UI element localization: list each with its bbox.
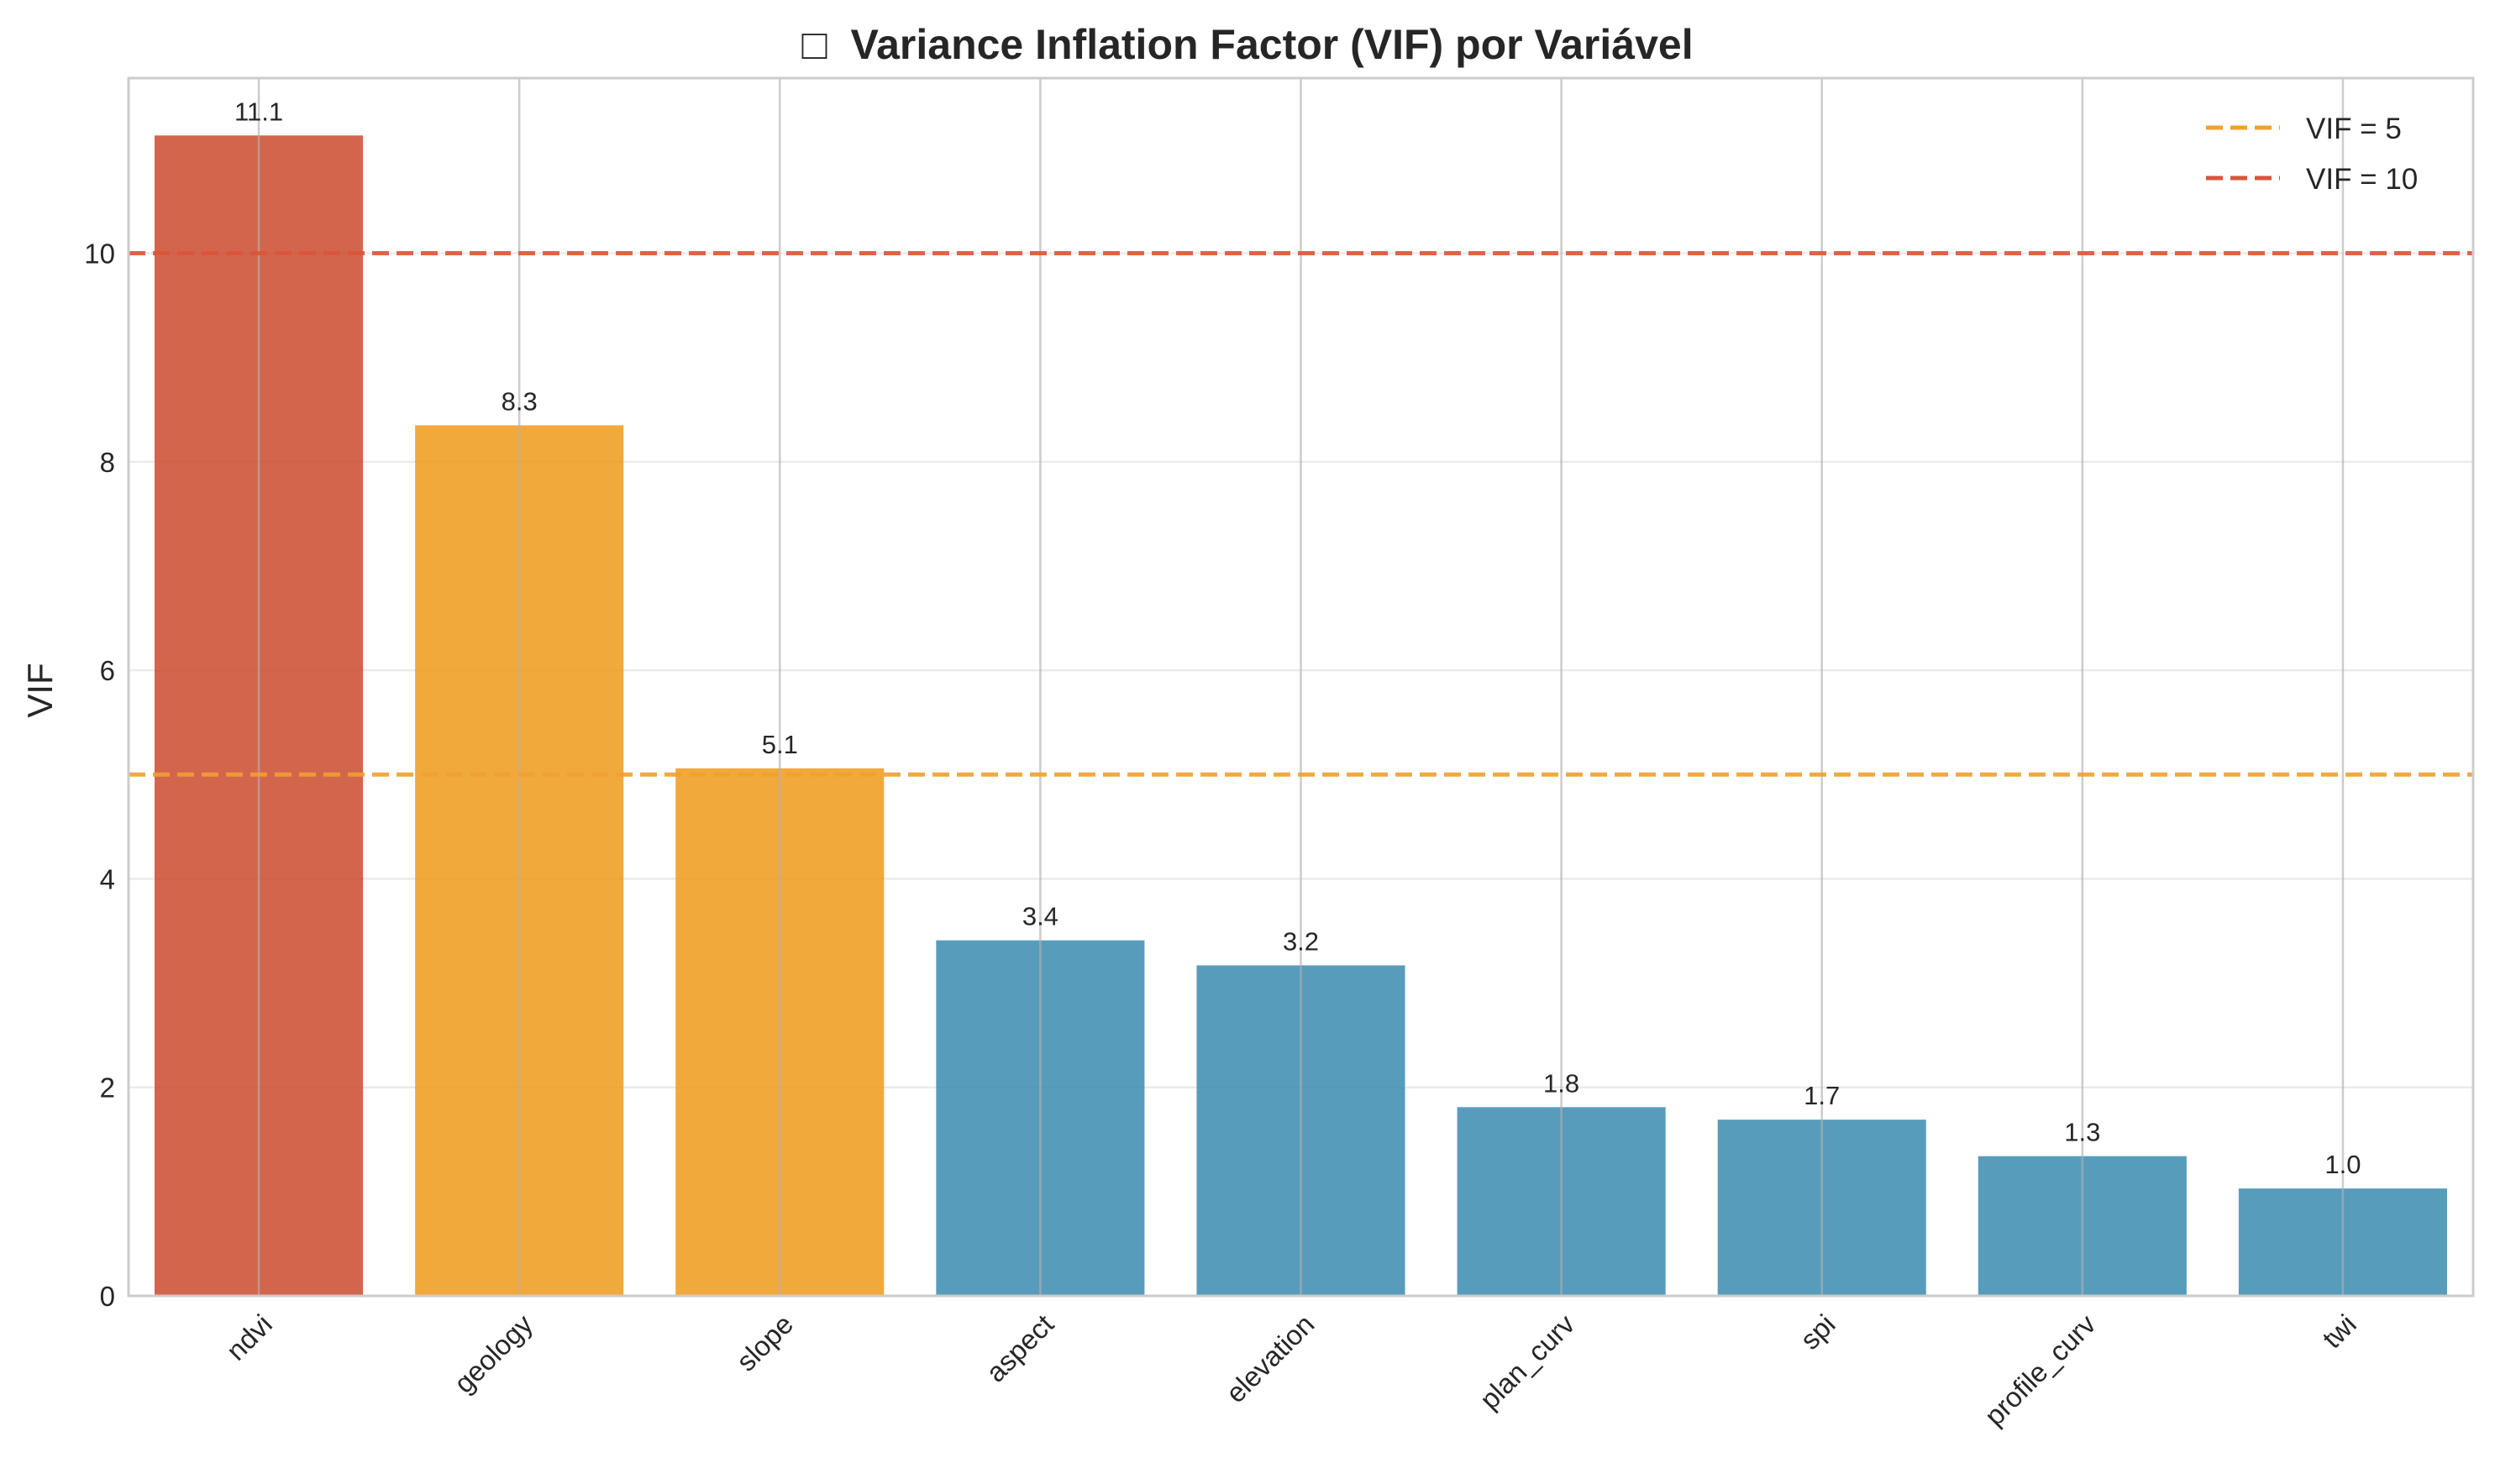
y-tick-label: 8 — [100, 447, 115, 478]
x-tick-label-elevation: elevation — [1220, 1308, 1321, 1409]
reference-lines-layer — [129, 251, 2473, 777]
x-tick-label-ndvi: ndvi — [220, 1308, 278, 1366]
title-text: Variance Inflation Factor (VIF) por Vari… — [851, 21, 1694, 68]
title-icon: □ — [801, 21, 827, 68]
x-tick-labels: ndvi geology slope aspect elevation plan_curv… — [220, 1308, 2362, 1431]
x-tick-label-aspect: aspect — [980, 1308, 1059, 1388]
y-tick-label: 6 — [100, 655, 115, 686]
x-tick-label-twi: twi — [2316, 1308, 2362, 1355]
data-label-spi: 1.7 — [1804, 1081, 1840, 1110]
x-tick-label-spi: spi — [1794, 1308, 1841, 1356]
x-tick-label-slope: slope — [730, 1308, 799, 1377]
data-labels-layer: 11.1 8.3 5.1 3.4 3.2 1.8 1.7 1.3 1.0 — [234, 97, 2361, 1179]
y-axis-label: VIF — [20, 663, 60, 717]
y-tick-label: 0 — [100, 1281, 115, 1312]
x-tick-label-plan_curv: plan_curv — [1473, 1308, 1581, 1415]
legend-label-10: VIF = 10 — [2306, 163, 2418, 196]
data-label-aspect: 3.4 — [1022, 902, 1058, 931]
data-label-elevation: 3.2 — [1283, 926, 1319, 956]
x-grid-layer — [257, 78, 2345, 1296]
legend-label-5: VIF = 5 — [2306, 113, 2402, 145]
chart-title: □ Variance Inflation Factor (VIF) por Va… — [801, 21, 1693, 68]
data-label-ndvi: 11.1 — [234, 97, 283, 126]
data-label-profile_curv: 1.3 — [2064, 1118, 2100, 1147]
y-tick-label: 10 — [84, 239, 115, 270]
data-label-slope: 5.1 — [762, 730, 798, 759]
x-tick-label-geology: geology — [448, 1308, 538, 1398]
legend: VIF = 5 VIF = 10 — [2206, 113, 2418, 196]
x-tick-label-profile_curv: profile_curv — [1978, 1308, 2102, 1431]
y-tick-label: 4 — [100, 863, 115, 894]
y-tick-labels: 0 2 4 6 8 10 — [84, 239, 115, 1312]
data-label-twi: 1.0 — [2324, 1150, 2361, 1179]
y-tick-label: 2 — [100, 1072, 115, 1104]
data-label-plan_curv: 1.8 — [1543, 1068, 1579, 1098]
data-label-geology: 8.3 — [502, 386, 538, 416]
plot-frame — [127, 76, 2475, 1298]
